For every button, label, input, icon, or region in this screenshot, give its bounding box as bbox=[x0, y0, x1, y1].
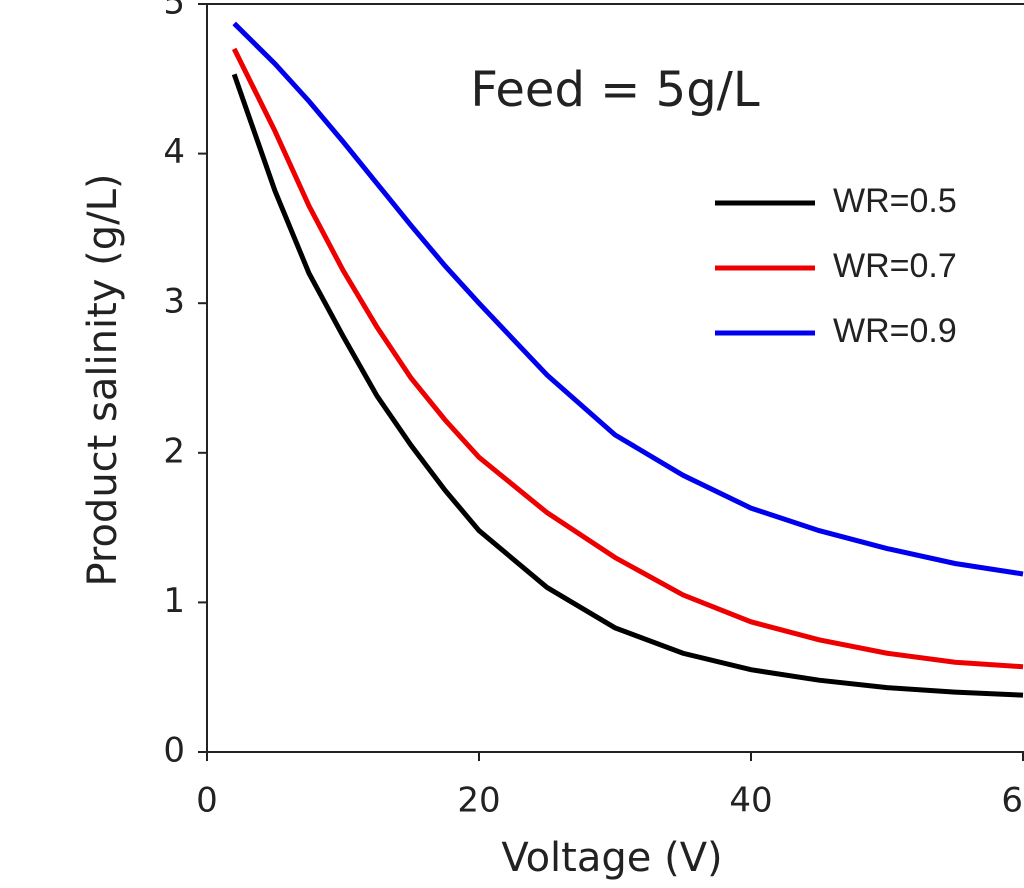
y-tick-label: 3 bbox=[163, 282, 185, 322]
plot-frame bbox=[206, 3, 1024, 753]
y-tick-label: 5 bbox=[163, 0, 185, 23]
legend-label: WR=0.5 bbox=[833, 182, 957, 220]
x-tick-label: 60 bbox=[1001, 781, 1024, 821]
data-line bbox=[232, 21, 1024, 577]
y-tick-label: 4 bbox=[163, 132, 185, 172]
x-axis-label: Voltage (V) bbox=[501, 835, 722, 881]
data-line bbox=[231, 47, 1024, 670]
legend-label: WR=0.7 bbox=[833, 247, 957, 285]
y-tick-label: 0 bbox=[163, 731, 185, 771]
y-tick-label: 1 bbox=[163, 581, 185, 621]
y-tick-label: 2 bbox=[163, 431, 185, 471]
y-axis-label: Product salinity (g/L) bbox=[80, 173, 126, 586]
data-line bbox=[231, 73, 1024, 698]
annotation: Feed = 5g/L bbox=[470, 62, 759, 118]
x-tick-label: 20 bbox=[457, 781, 500, 821]
legend-label: WR=0.9 bbox=[833, 312, 957, 350]
x-tick-label: 40 bbox=[729, 781, 772, 821]
x-tick-label: 0 bbox=[196, 781, 218, 821]
